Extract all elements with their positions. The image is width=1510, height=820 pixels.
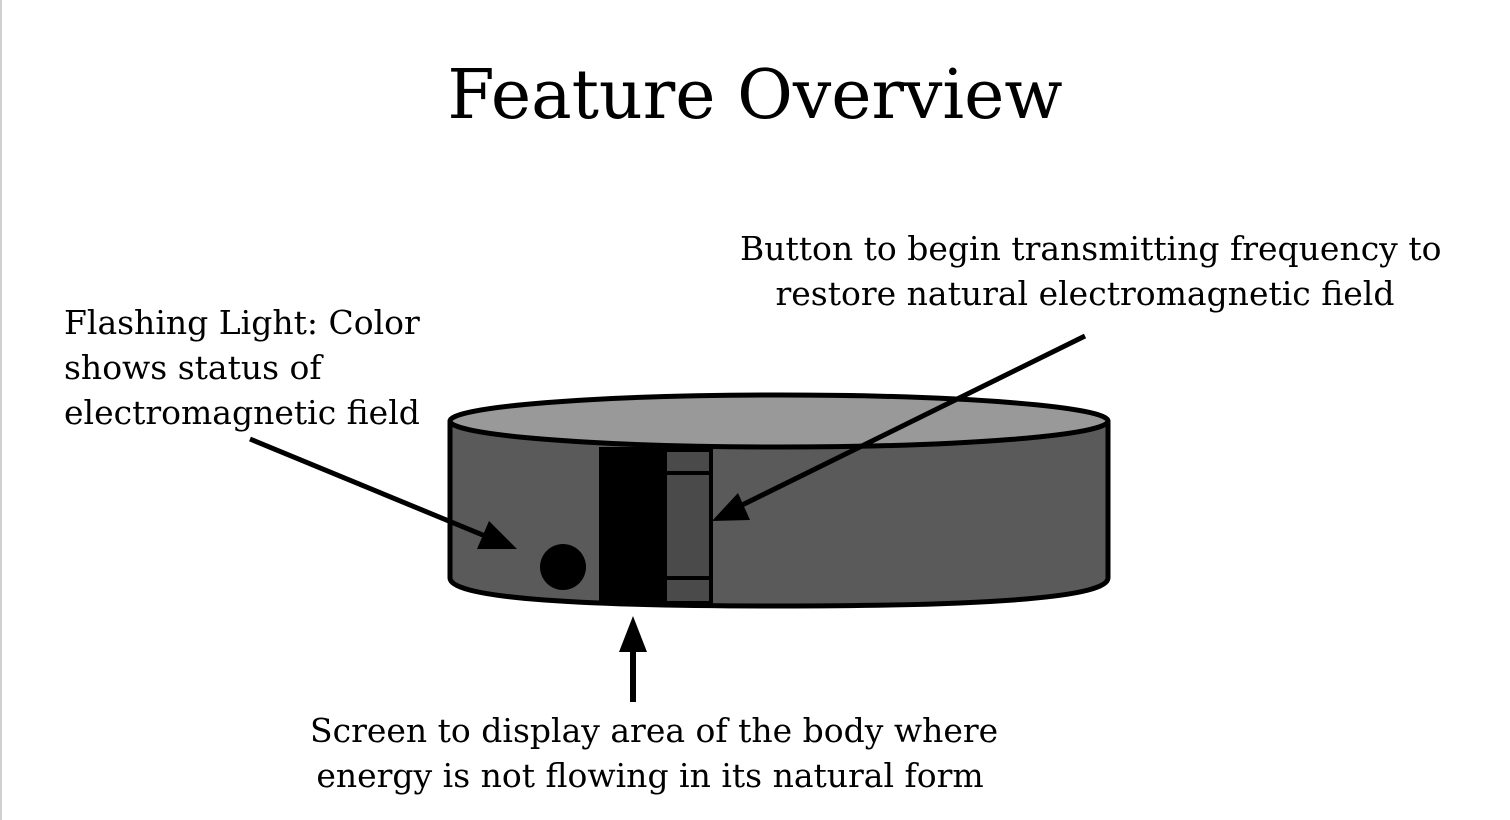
screen-callout: Screen to display area of the body where… — [310, 708, 999, 798]
slide-title: Feature Overview — [447, 56, 1063, 135]
wristband-device — [447, 392, 1111, 609]
callout-arrows — [249, 333, 1087, 702]
light-callout-line-2: shows status of — [64, 348, 322, 387]
light-callout-line-1: Flashing Light: Color — [64, 303, 420, 342]
button-arrow — [730, 333, 1087, 513]
device-screen — [599, 447, 665, 605]
screen-callout-line-2: energy is not flowing in its natural for… — [316, 756, 984, 795]
slide-left-edge — [0, 0, 2, 820]
light-callout-line-3: electromagnetic field — [64, 393, 420, 432]
device-button — [663, 448, 713, 605]
button-callout-line-1: Button to begin transmitting frequency t… — [740, 229, 1442, 268]
button-callout-line-2: restore natural electromagnetic field — [775, 274, 1395, 313]
button-callout: Button to begin transmitting frequency t… — [740, 226, 1442, 316]
light-arrow — [249, 436, 491, 541]
screen-callout-line-1: Screen to display area of the body where — [310, 711, 999, 750]
flashing-light — [540, 544, 586, 590]
device-top — [447, 392, 1111, 450]
light-callout: Flashing Light: Color shows status of el… — [64, 300, 420, 435]
